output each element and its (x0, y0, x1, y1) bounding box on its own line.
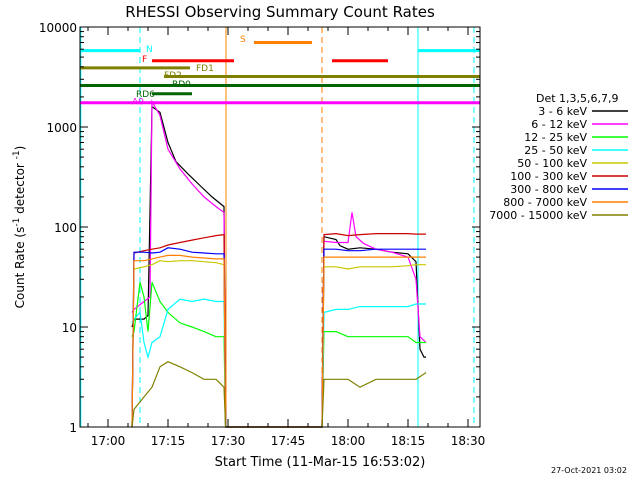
status-bar-label-5: RD0 (172, 80, 191, 90)
y-tick-label-0: 1 (69, 421, 77, 435)
legend-label-4: 50 - 100 keV (517, 157, 587, 170)
y-axis-label-exp2: -1 (12, 150, 22, 159)
y-tick-label-3: 1000 (46, 121, 77, 135)
x-tick-label-0: 17:00 (91, 434, 126, 448)
series-line-7 (131, 254, 426, 428)
status-bar-label-0: N (146, 45, 153, 55)
y-axis-label-paren: ) (13, 146, 27, 151)
chart-title: RHESSI Observing Summary Count Rates (125, 3, 435, 21)
legend-label-0: 3 - 6 keV (538, 105, 587, 118)
x-tick-label-1: 17:15 (151, 434, 186, 448)
status-bar-label-6: RD6 (136, 90, 155, 100)
series-line-3 (131, 298, 426, 428)
series-line-1 (131, 99, 427, 428)
series-line-4 (131, 260, 426, 428)
axes: 17:00 17:15 17:30 17:45 18:00 18:15 18:30 1 10 10… (39, 21, 485, 448)
x-axis-label: Start Time (11-Mar-15 16:53:02) (215, 455, 426, 470)
series-line-6 (131, 247, 426, 428)
x-tick-label-2: 17:30 (211, 434, 246, 448)
series-line-2 (131, 282, 426, 428)
legend-label-1: 6 - 12 keV (531, 118, 587, 131)
legend-label-5: 100 - 300 keV (510, 170, 587, 183)
data-series (131, 99, 427, 428)
status-bar-label-4: FD2 (164, 71, 182, 81)
y-axis-label-exp: -1 (12, 218, 22, 227)
series-line-8 (131, 361, 427, 428)
date-stamp: 27-Oct-2021 03:02 (551, 466, 627, 475)
y-axis-label: Count Rate (s-1 detector -1) (12, 146, 27, 309)
x-tick-label-3: 17:45 (271, 434, 306, 448)
status-bar-label-2: F (142, 55, 147, 65)
x-tick-label-5: 18:15 (391, 434, 426, 448)
legend-label-8: 7000 - 15000 keV (489, 209, 587, 222)
y-axis-label-main: Count Rate (s (13, 227, 27, 309)
legend-title: Det 1,3,5,6,7,9 (536, 92, 619, 105)
legend-label-7: 800 - 7000 keV (503, 196, 587, 209)
y-tick-label-2: 100 (54, 221, 77, 235)
status-bar-label-3: FD1 (196, 64, 214, 74)
legend-label-2: 12 - 25 keV (524, 131, 587, 144)
status-bar-label-7: A0 (132, 97, 144, 107)
series-line-5 (131, 232, 426, 428)
x-tick-label-4: 18:00 (331, 434, 366, 448)
y-tick-label-4: 10000 (39, 21, 77, 35)
y-axis-label-close: detector (13, 163, 27, 218)
status-bar-label-1: S (240, 35, 246, 45)
x-tick-label-6: 18:30 (451, 434, 486, 448)
legend-label-3: 25 - 50 keV (524, 144, 587, 157)
y-tick-label-1: 10 (62, 321, 77, 335)
legend-label-6: 300 - 800 keV (510, 183, 587, 196)
